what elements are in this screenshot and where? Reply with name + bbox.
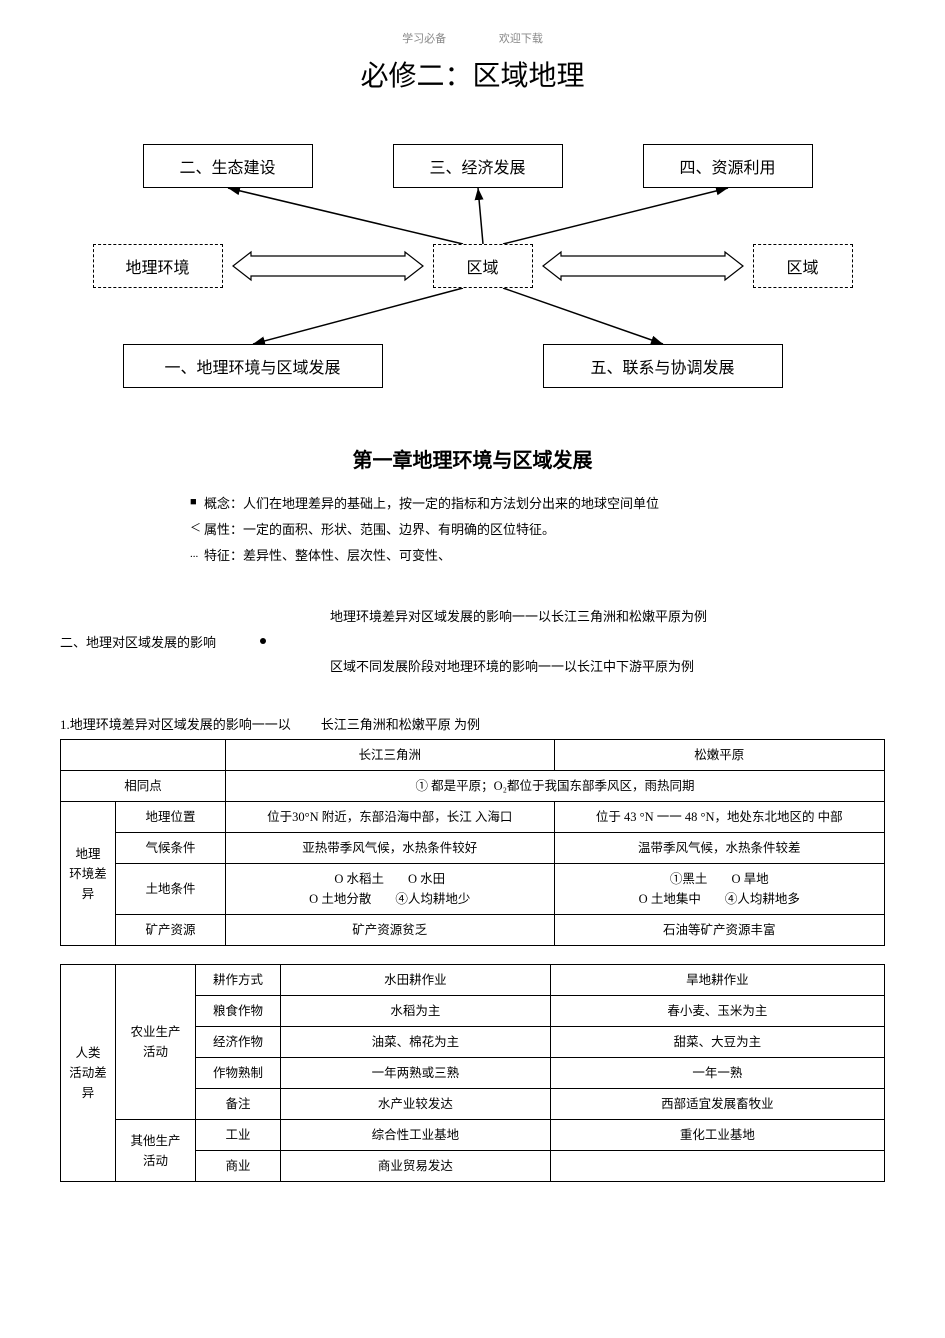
cell-a: O 水稻土O 水田 O 土地分散④人均耕地少 [226,864,555,915]
bullet-marker: ■ [190,491,204,517]
row-key: 土地条件 [116,864,226,915]
row-key: 粮食作物 [196,996,281,1027]
cell-a: 水田耕作业 [281,965,551,996]
sec2-label: 二、地理对区域发展的影响 [60,632,216,651]
diagram-node-region_r: 区域 [753,244,853,288]
header-blank [61,740,226,771]
comparison-table-1: 长江三角洲 松嫩平原 相同点 ① 都是平原；O₂都位于我国东部季风区，雨热同期 … [60,739,885,946]
diagram-node-econ_dev: 三、经济发展 [393,144,563,188]
header-right: 欢迎下载 [499,33,543,45]
table-row: 地理 环境差异 地理位置 位于30°N 附近，东部沿海中部，长江 入海口 位于 … [61,802,885,833]
cell-b: 位于 43 °N 一一 48 °N，地处东北地区的 中部 [554,802,884,833]
row-key: 工业 [196,1120,281,1151]
main-title: 必修二：区域地理 [60,54,885,94]
same-label: 相同点 [61,771,226,802]
cell-b: 温带季风气候，水热条件较差 [554,833,884,864]
table-row: 气候条件 亚热带季风气候，水热条件较好 温带季风气候，水热条件较差 [61,833,885,864]
group-label: 人类 活动差异 [61,965,116,1182]
bullet-marker: ... [190,543,204,569]
sec2-line2: 区域不同发展阶段对地理环境的影响一一以长江中下游平原为例 [330,656,694,675]
bullet-text: 特征：差异性、整体性、层次性、可变性、 [204,543,451,569]
chapter-title: 第一章地理环境与区域发展 [60,444,885,473]
row-key: 作物熟制 [196,1058,281,1089]
sec2-line1: 地理环境差异对区域发展的影响一一以长江三角洲和松嫩平原为例 [330,606,707,625]
bullet-row: ＜ 属性：一定的面积、形状、范围、边界、有明确的区位特征。 [190,517,885,543]
table-row: 土地条件 O 水稻土O 水田 O 土地分散④人均耕地少 ①黑土O 旱地 O 土地… [61,864,885,915]
bullet-marker: ＜ [190,517,204,543]
table1-title-a: 1.地理环境差异对区域发展的影响一一以 [60,717,291,732]
cell-b: 春小麦、玉米为主 [550,996,884,1027]
cell-a: 水产业较发达 [281,1089,551,1120]
diagram-node-eco_build: 二、生态建设 [143,144,313,188]
row-key: 商业 [196,1151,281,1182]
table-row: 其他生产 活动 工业 综合性工业基地 重化工业基地 [61,1120,885,1151]
cell-b: ①黑土O 旱地 O 土地集中④人均耕地多 [554,864,884,915]
cell-a: 位于30°N 附近，东部沿海中部，长江 入海口 [226,802,555,833]
cell-a: 商业贸易发达 [281,1151,551,1182]
page-header: 学习必备 欢迎下载 [60,30,885,46]
group-label: 地理 环境差异 [61,802,116,946]
row-key: 气候条件 [116,833,226,864]
cell-b: 重化工业基地 [550,1120,884,1151]
diagram-node-coord_dev: 五、联系与协调发展 [543,344,783,388]
row-key: 备注 [196,1089,281,1120]
diagram-node-region_c: 区域 [433,244,533,288]
row-key: 地理位置 [116,802,226,833]
cell-b: 石油等矿产资源丰富 [554,915,884,946]
row-key: 经济作物 [196,1027,281,1058]
same-value: ① 都是平原；O₂都位于我国东部季风区，雨热同期 [226,771,885,802]
cell-a: 水稻为主 [281,996,551,1027]
concept-diagram: 二、生态建设 三、经济发展 四、资源利用地理环境 区域 区域一、地理环境与区域发展 五、联… [63,134,883,414]
sub-label: 其他生产 活动 [116,1120,196,1182]
diagram-node-env_dev: 一、地理环境与区域发展 [123,344,383,388]
table-row: 矿产资源 矿产资源贫乏 石油等矿产资源丰富 [61,915,885,946]
cell-b [550,1151,884,1182]
cell-a: 综合性工业基地 [281,1120,551,1151]
bullet-text: 属性：一定的面积、形状、范围、边界、有明确的区位特征。 [204,517,555,543]
bullet-text: 概念：人们在地理差异的基础上，按一定的指标和方法划分出来的地球空间单位 [204,491,659,517]
bullet-row: ■ 概念：人们在地理差异的基础上，按一定的指标和方法划分出来的地球空间单位 [190,491,885,517]
bullet-row: ... 特征：差异性、整体性、层次性、可变性、 [190,543,885,569]
table1-title-b: 长江三角洲和松嫩平原 为例 [321,717,480,732]
diagram-node-geo_env: 地理环境 [93,244,223,288]
col-header: 长江三角洲 [226,740,555,771]
table1-title: 1.地理环境差异对区域发展的影响一一以 长江三角洲和松嫩平原 为例 [60,714,885,733]
header-left: 学习必备 [402,33,446,45]
table-row: 人类 活动差异 农业生产 活动 耕作方式 水田耕作业 旱地耕作业 [61,965,885,996]
definition-list: ■ 概念：人们在地理差异的基础上，按一定的指标和方法划分出来的地球空间单位 ＜ … [190,491,885,569]
sec2-dot-icon [260,638,266,644]
table-row: 相同点 ① 都是平原；O₂都位于我国东部季风区，雨热同期 [61,771,885,802]
cell-a: 矿产资源贫乏 [226,915,555,946]
cell-b: 甜菜、大豆为主 [550,1027,884,1058]
row-key: 耕作方式 [196,965,281,996]
comparison-table-2: 人类 活动差异 农业生产 活动 耕作方式 水田耕作业 旱地耕作业 粮食作物 水稻… [60,964,885,1182]
col-header: 松嫩平原 [554,740,884,771]
sub-label: 农业生产 活动 [116,965,196,1120]
cell-a: 油菜、棉花为主 [281,1027,551,1058]
cell-a: 亚热带季风气候，水热条件较好 [226,833,555,864]
diagram-node-res_use: 四、资源利用 [643,144,813,188]
table-row: 长江三角洲 松嫩平原 [61,740,885,771]
cell-b: 一年一熟 [550,1058,884,1089]
section-2-block: 地理环境差异对区域发展的影响一一以长江三角洲和松嫩平原为例 二、地理对区域发展的… [60,604,885,684]
cell-b: 西部适宜发展畜牧业 [550,1089,884,1120]
cell-a: 一年两熟或三熟 [281,1058,551,1089]
row-key: 矿产资源 [116,915,226,946]
cell-b: 旱地耕作业 [550,965,884,996]
